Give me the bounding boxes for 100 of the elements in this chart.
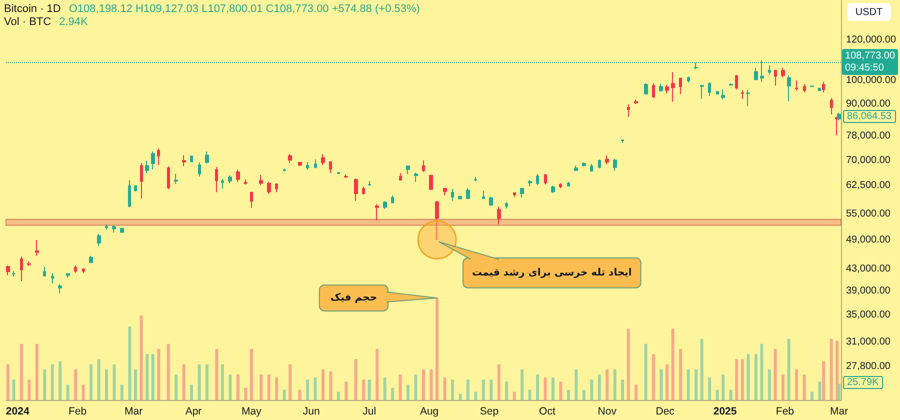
bar bbox=[795, 369, 798, 400]
candlestick bbox=[391, 194, 394, 204]
bar bbox=[686, 369, 690, 400]
bar bbox=[166, 344, 170, 400]
y-axis-title: USDT bbox=[847, 3, 891, 21]
candlestick bbox=[781, 67, 785, 78]
bar bbox=[443, 378, 446, 400]
chart-title: Vol · BTC bbox=[4, 16, 52, 29]
y-tick-label: 39,000.00 bbox=[846, 285, 891, 296]
annotation: 2.94K bbox=[59, 16, 88, 29]
bar bbox=[220, 364, 224, 400]
candlestick bbox=[694, 62, 698, 70]
y-tick-label: 49,000.00 bbox=[846, 234, 891, 246]
bar bbox=[368, 380, 371, 400]
candlestick bbox=[787, 74, 791, 102]
bar bbox=[694, 369, 698, 400]
bar bbox=[12, 380, 16, 400]
x-tick-label: Jun bbox=[302, 406, 320, 418]
candlestick bbox=[354, 178, 358, 202]
candlestick bbox=[567, 182, 570, 186]
y-tick-label: 90,000.00 bbox=[846, 98, 891, 110]
bar bbox=[174, 374, 178, 400]
bar bbox=[582, 390, 586, 400]
candlestick bbox=[82, 268, 85, 274]
bar bbox=[206, 364, 209, 400]
bar bbox=[97, 359, 100, 400]
candlestick bbox=[228, 174, 232, 184]
bar bbox=[6, 364, 10, 400]
candlestick bbox=[283, 168, 286, 172]
candlestick bbox=[627, 104, 630, 118]
bar bbox=[810, 392, 814, 400]
bar bbox=[228, 374, 232, 400]
candlestick bbox=[644, 82, 648, 95]
bar bbox=[606, 369, 609, 400]
candlestick bbox=[837, 112, 841, 121]
x-tick-label: Sep bbox=[480, 406, 499, 418]
bar bbox=[768, 369, 771, 400]
candlestick bbox=[520, 188, 524, 198]
candlestick bbox=[598, 159, 601, 169]
candlestick bbox=[435, 200, 439, 240]
bar bbox=[321, 369, 324, 400]
bar bbox=[802, 374, 806, 400]
candlestick bbox=[754, 67, 758, 80]
bar bbox=[50, 364, 54, 400]
bar bbox=[128, 326, 132, 400]
bar bbox=[20, 344, 23, 400]
candlestick bbox=[818, 87, 821, 92]
ref-line-label: 108,773.00 09:45:50 bbox=[845, 50, 896, 74]
bar bbox=[574, 369, 578, 400]
candlestick bbox=[458, 195, 462, 200]
bar bbox=[236, 374, 240, 400]
bar bbox=[754, 354, 758, 400]
candlestick bbox=[221, 178, 224, 189]
bar bbox=[398, 374, 402, 400]
candlestick bbox=[6, 265, 10, 276]
candlestick bbox=[795, 80, 798, 92]
candlestick bbox=[306, 161, 309, 170]
candlestick bbox=[329, 161, 332, 174]
bar bbox=[112, 364, 116, 400]
bar bbox=[430, 369, 433, 400]
bar bbox=[74, 369, 78, 400]
bar bbox=[746, 354, 750, 400]
y-tick-label: 55,000.00 bbox=[846, 208, 891, 220]
candlestick bbox=[66, 272, 70, 278]
candlestick bbox=[735, 74, 738, 90]
candlestick bbox=[151, 151, 155, 170]
candlestick bbox=[120, 227, 124, 234]
candlestick bbox=[43, 266, 46, 276]
bar bbox=[536, 374, 540, 400]
candlestick bbox=[746, 90, 750, 107]
candlestick bbox=[528, 180, 532, 187]
bar bbox=[644, 344, 648, 400]
bar bbox=[621, 380, 624, 400]
x-tick-label: Mar bbox=[830, 406, 849, 418]
candlestick bbox=[344, 174, 348, 178]
bar bbox=[716, 390, 719, 400]
bar bbox=[838, 384, 841, 400]
bar bbox=[740, 359, 744, 400]
y-tick-label: 100,000.00 bbox=[846, 75, 896, 86]
x-tick-label: Apr bbox=[185, 406, 202, 418]
candlestick bbox=[362, 186, 365, 196]
y-tick-label: 78,000.00 bbox=[846, 130, 891, 142]
candlestick bbox=[112, 224, 116, 234]
candlestick bbox=[803, 84, 806, 93]
bar bbox=[735, 359, 738, 400]
candlestick bbox=[613, 158, 617, 172]
bar bbox=[818, 382, 822, 400]
candlestick bbox=[482, 190, 485, 200]
candlestick bbox=[105, 224, 108, 230]
candlestick bbox=[174, 173, 178, 184]
bar bbox=[354, 359, 358, 400]
bar bbox=[414, 374, 418, 400]
candlestick bbox=[451, 188, 454, 202]
candlestick bbox=[250, 191, 253, 208]
candlestick bbox=[190, 155, 193, 162]
candlestick bbox=[582, 162, 586, 167]
bar bbox=[314, 378, 317, 400]
candlestick bbox=[774, 69, 777, 86]
x-tick-label: Feb bbox=[68, 406, 87, 418]
annotation: O108,198.12 H109,127.03 L107,800.01 C108,773.00 +574.88 (+0.53%) bbox=[68, 3, 420, 16]
